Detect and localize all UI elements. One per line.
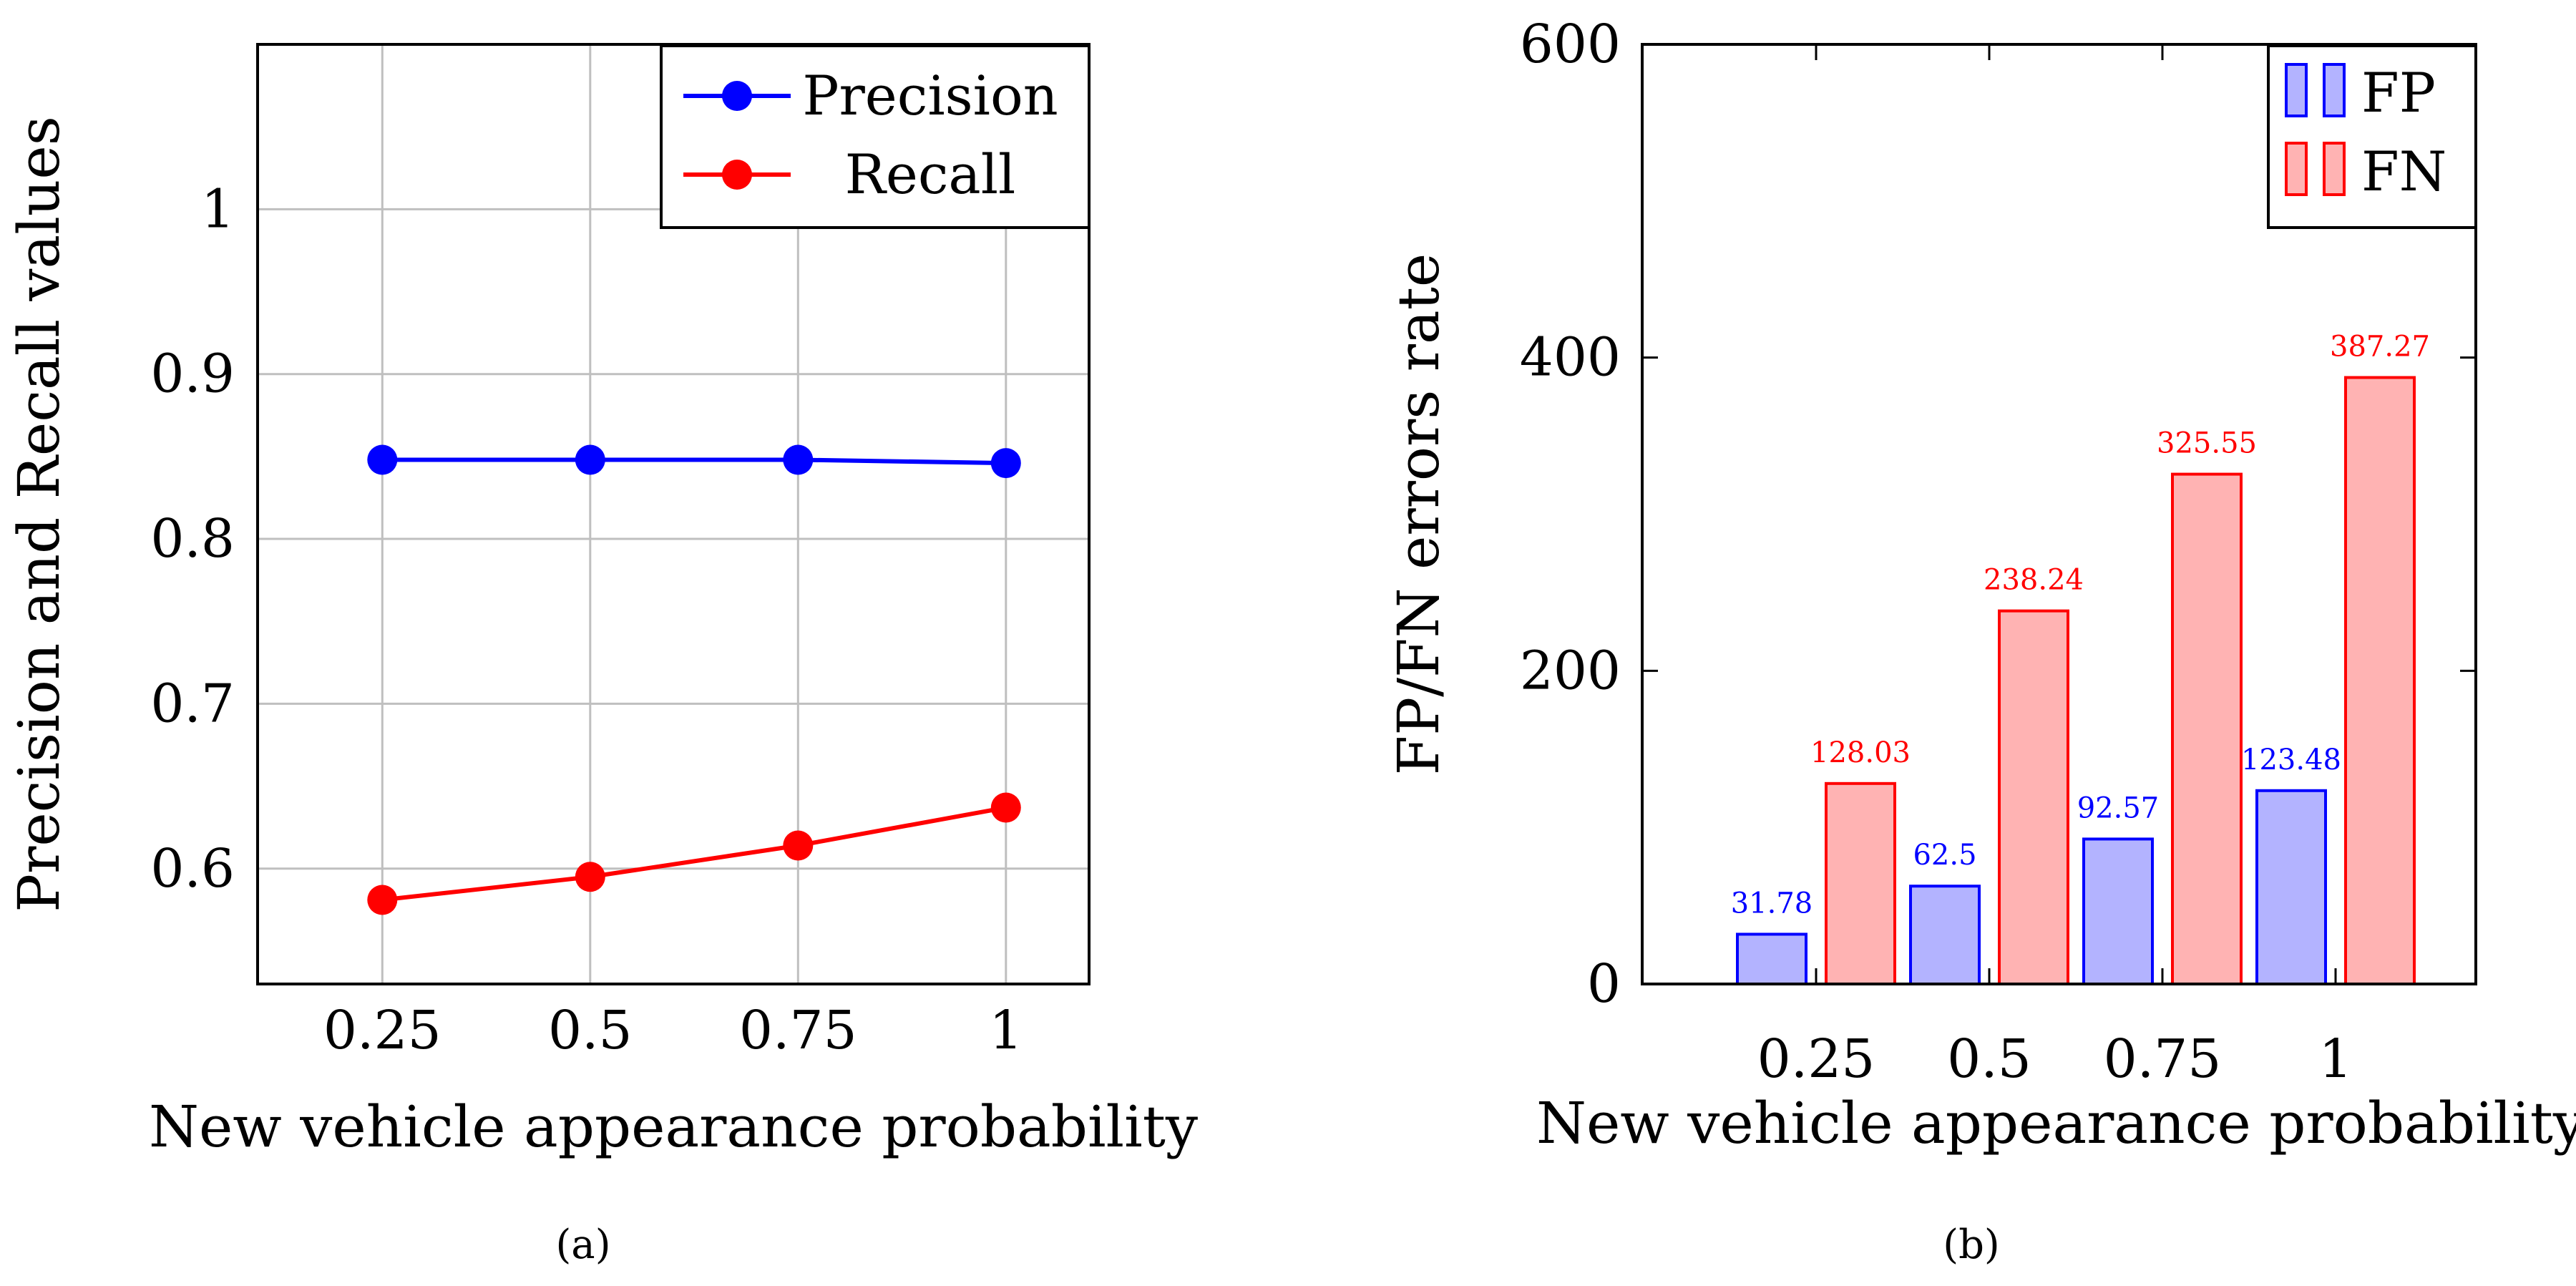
legend-box: [660, 44, 1091, 229]
data-label-fn: 128.03: [1810, 736, 1911, 769]
data-point-recall: [367, 885, 398, 915]
caption-b: (b): [1943, 1222, 2000, 1268]
bar-fp: [2082, 837, 2154, 986]
legend-swatch-fp: [2285, 63, 2308, 117]
bar-fn: [1825, 781, 1896, 985]
y-axis-label: FP/FN errors rate: [1385, 253, 1452, 775]
legend-marker-precision: [722, 81, 752, 111]
bar-fp: [1736, 932, 1807, 985]
y-tick-label: 400: [1520, 327, 1621, 389]
legend-label-recall: Recall: [845, 142, 1016, 206]
legend-swatch-fp-2: [2323, 63, 2346, 117]
y-axis-label: Precision and Recall values: [6, 116, 72, 912]
data-label-fn: 387.27: [2330, 331, 2430, 364]
x-tick-label: 0.5: [1947, 1028, 2031, 1090]
legend-label-precision: Precision: [802, 64, 1058, 127]
y-tick-label: 0.6: [150, 838, 235, 900]
data-point-precision: [990, 448, 1021, 479]
legend: Precision Recall: [660, 44, 1091, 229]
data-label-fp: 31.78: [1731, 887, 1813, 920]
x-tick-label: 1: [2318, 1028, 2352, 1090]
data-label-fn: 325.55: [2157, 427, 2257, 460]
series-line-recall: [381, 805, 1007, 902]
x-tick-label: 0.75: [2104, 1028, 2222, 1090]
data-label-fp: 123.48: [2241, 744, 2341, 776]
bar-fp: [1909, 885, 1981, 985]
x-tick-label: 1: [989, 1000, 1023, 1061]
data-label-fp: 62.5: [1913, 839, 1976, 872]
plot-frame: [1641, 43, 2477, 985]
data-point-precision: [367, 444, 398, 475]
x-axis-label: New vehicle appearance probability: [149, 1093, 1198, 1160]
legend: FP FN: [2267, 44, 2477, 229]
y-tick-label: 0.7: [150, 673, 235, 734]
y-tick-label: 0.9: [150, 344, 235, 405]
legend-label-fp: FP: [2361, 61, 2436, 125]
caption-a: (a): [555, 1222, 610, 1268]
bar-fn: [2344, 376, 2416, 985]
x-tick-label: 0.75: [739, 1000, 857, 1061]
legend-swatch-fn: [2285, 142, 2308, 196]
y-tick-label: 200: [1520, 640, 1621, 701]
y-tick-label: 0: [1587, 953, 1621, 1015]
legend-swatch-fn-2: [2323, 142, 2346, 196]
series-line-precision: [382, 457, 1006, 466]
chart-b-fp-fn-errors: 31.78 62.5 92.57 123.48 128.03 238.24 325.55 38…: [1385, 14, 2576, 1268]
y-tick-label: 1: [201, 178, 235, 240]
x-tick-label: 0.5: [548, 1000, 633, 1061]
y-tick-label: 0.8: [150, 508, 235, 570]
bar-fp: [2255, 789, 2327, 985]
y-tick-label: 600: [1520, 14, 1621, 75]
data-label-fn: 238.24: [1984, 564, 2084, 597]
chart-a-precision-recall: 0.25 0.5 0.75 1 0.6 0.7 0.8 0.9 1 New vehicle app…: [6, 43, 1198, 1268]
data-label-fp: 92.57: [2077, 791, 2160, 824]
legend-label-fn: FN: [2361, 140, 2446, 203]
legend-box: [2267, 44, 2477, 229]
legend-marker-recall: [722, 160, 752, 190]
x-axis-label: New vehicle appearance probability: [1536, 1090, 2576, 1156]
data-point-precision: [575, 444, 605, 475]
data-point-precision: [783, 444, 814, 475]
x-tick-label: 0.25: [323, 1000, 441, 1061]
data-point-recall: [783, 830, 814, 861]
bar-fn: [2171, 472, 2243, 985]
x-tick-label: 0.25: [1757, 1028, 1875, 1090]
data-point-recall: [990, 792, 1021, 823]
bar-fn: [1998, 609, 2069, 985]
data-point-recall: [575, 862, 605, 892]
